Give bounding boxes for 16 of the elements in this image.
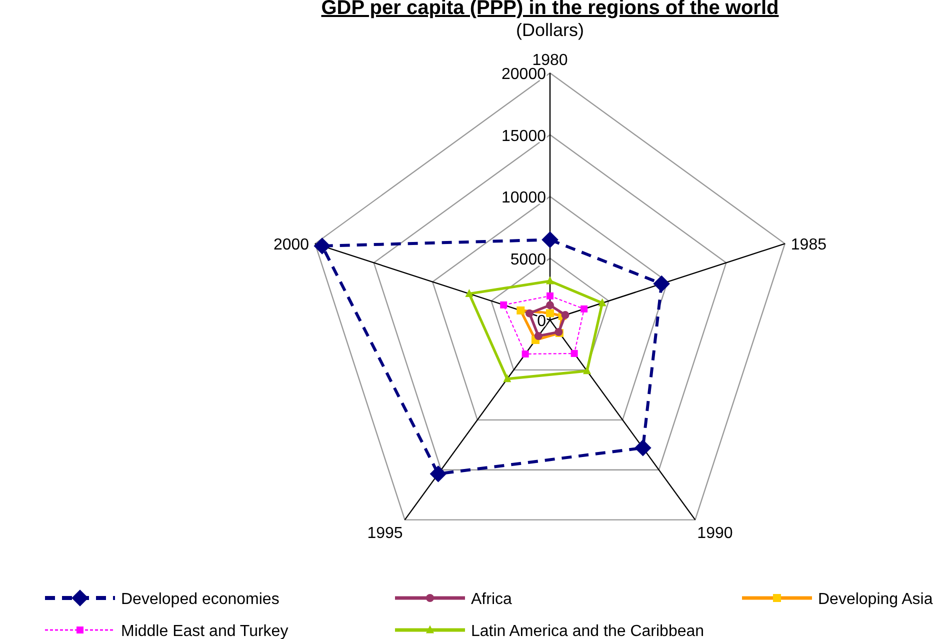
- y-tick-label: 0: [537, 313, 546, 330]
- y-tick-label: 10000: [502, 190, 546, 206]
- legend-label: Developed economies: [121, 591, 280, 608]
- y-tick-label: 20000: [502, 66, 546, 83]
- spoke-label: 1990: [697, 524, 733, 542]
- legend-label: Latin America and the Caribbean: [471, 623, 704, 639]
- legend-label: Middle East and Turkey: [121, 623, 288, 639]
- y-tick-label: 15000: [502, 128, 546, 145]
- chart-subtitle: (Dollars): [516, 20, 584, 40]
- spoke-label: 1980: [532, 52, 568, 69]
- spoke-label: 1995: [367, 524, 403, 542]
- legend-label: Africa: [471, 591, 512, 608]
- spoke-label: 1985: [790, 236, 827, 254]
- spoke-label: 2000: [273, 236, 310, 254]
- legend-label: Developing Asia: [818, 591, 933, 608]
- y-tick-label: 5000: [510, 251, 546, 268]
